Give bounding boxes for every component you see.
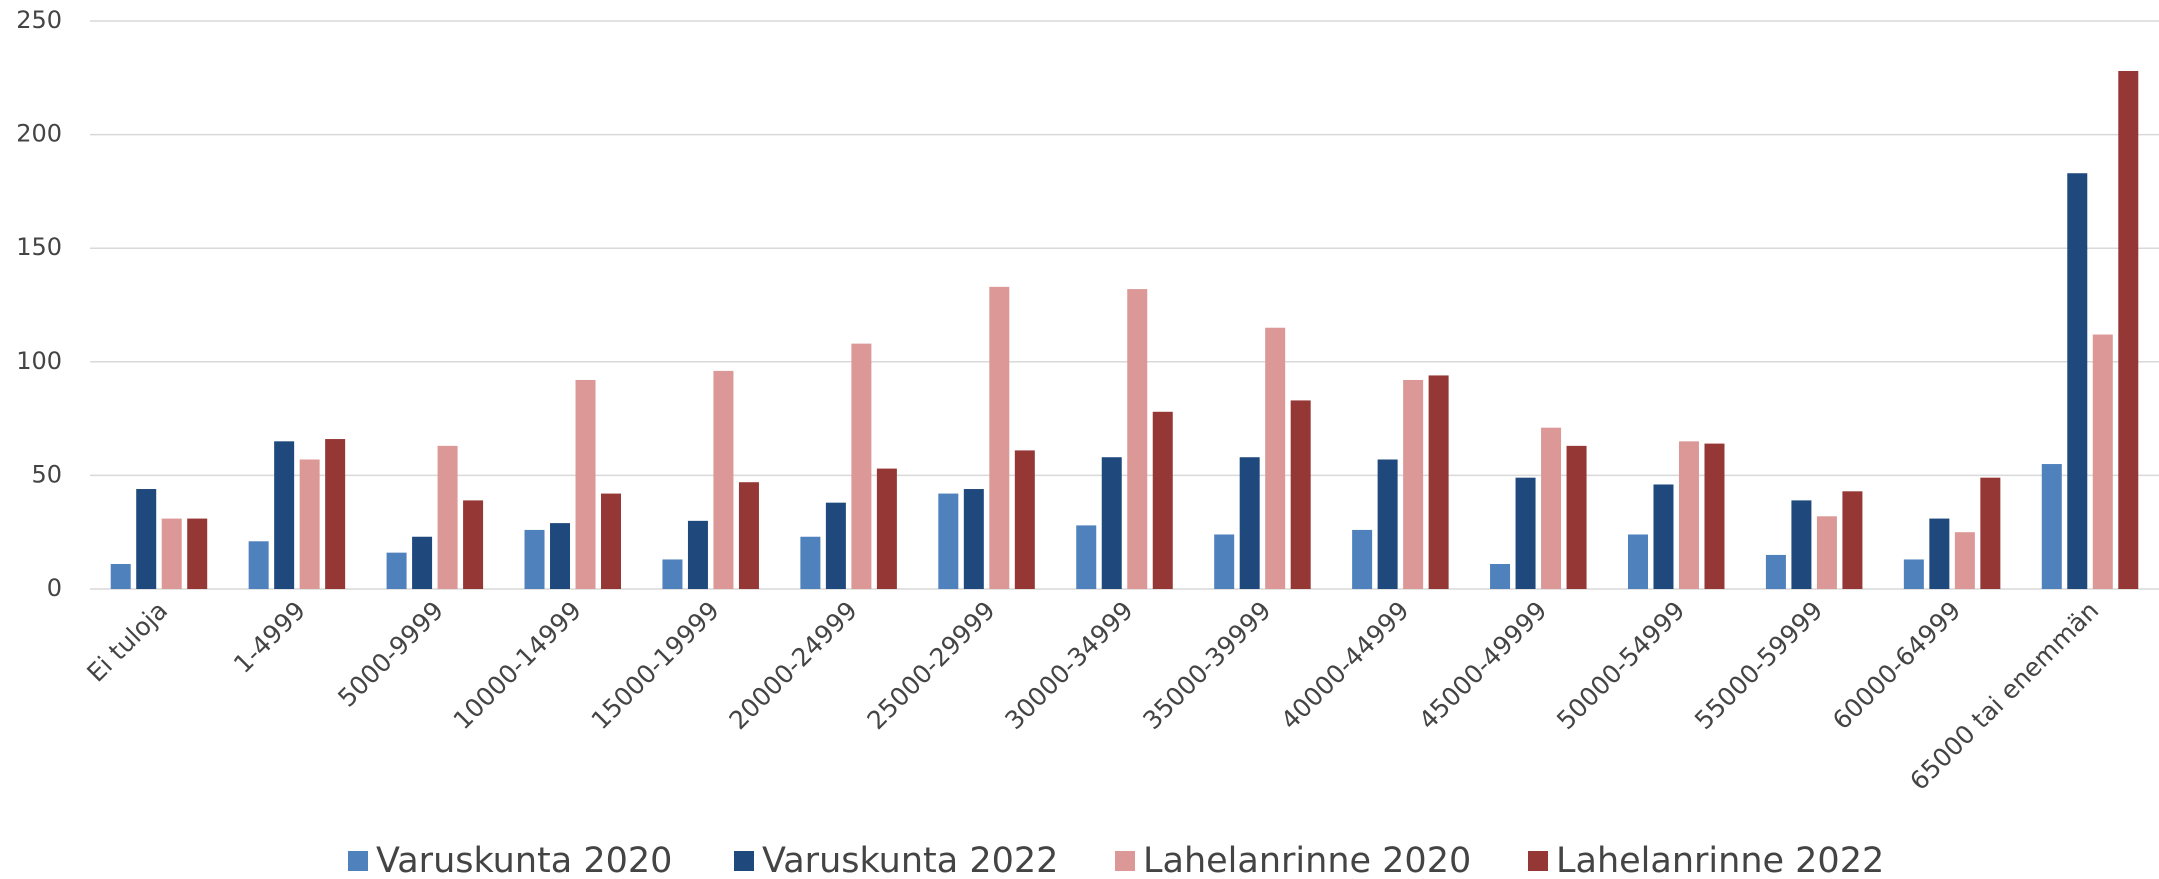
legend-label: Lahelanrinne 2020: [1143, 841, 1471, 879]
bar: [1842, 491, 1863, 589]
bar: [1101, 457, 1122, 589]
bar: [1791, 500, 1812, 589]
legend-swatch: [734, 851, 754, 871]
bar: [412, 536, 433, 589]
bar: [110, 564, 131, 589]
bar: [1980, 477, 2001, 589]
bar: [1515, 477, 1536, 589]
x-tick-label: 30000-34999: [999, 596, 1138, 735]
x-tick-label: 60000-64999: [1827, 596, 1966, 735]
bar: [601, 493, 622, 589]
bar: [1214, 534, 1235, 589]
bar: [248, 541, 269, 589]
bar: [2067, 173, 2088, 589]
x-tick-label: 1-4999: [228, 596, 311, 679]
bar: [851, 343, 872, 589]
bar: [1566, 445, 1587, 589]
bar: [876, 468, 897, 589]
x-tick-label: 20000-24999: [724, 596, 863, 735]
x-tick-label: 25000-29999: [861, 596, 1000, 735]
bar: [2118, 70, 2139, 589]
legend-swatch: [1528, 851, 1548, 871]
x-tick-label: 35000-39999: [1137, 596, 1276, 735]
x-tick-label: 15000-19999: [586, 596, 725, 735]
bar: [1929, 518, 1950, 589]
x-tick-label: 50000-54999: [1551, 596, 1690, 735]
bar: [1954, 532, 1975, 589]
bar: [187, 518, 208, 589]
y-tick-label: 200: [16, 120, 62, 148]
legend-swatch: [348, 851, 368, 871]
bar: [1239, 457, 1260, 589]
bar: [274, 441, 295, 589]
x-tick-label: 45000-49999: [1413, 596, 1552, 735]
legend-label: Varuskunta 2022: [762, 841, 1058, 879]
bar: [1290, 400, 1311, 589]
x-tick-label: 10000-14999: [448, 596, 587, 735]
bar: [1152, 411, 1173, 589]
bar: [989, 286, 1010, 589]
bar: [550, 523, 571, 589]
x-tick-label: 55000-59999: [1689, 596, 1828, 735]
bar: [1678, 441, 1699, 589]
bar: [463, 500, 484, 589]
bar: [325, 439, 346, 589]
bar: [738, 482, 759, 589]
bar: [1903, 559, 1924, 589]
bar: [800, 536, 821, 589]
bar: [1490, 564, 1511, 589]
bar: [687, 520, 708, 589]
bar: [1352, 529, 1373, 589]
bar: [575, 379, 596, 589]
bar: [1765, 554, 1786, 589]
x-tick-label: 40000-44999: [1275, 596, 1414, 735]
bar: [437, 445, 458, 589]
y-tick-label: 250: [16, 6, 62, 34]
bar: [1265, 327, 1286, 589]
bar: [1704, 443, 1725, 589]
bar: [825, 502, 846, 589]
bar: [161, 518, 182, 589]
bar: [299, 459, 320, 589]
bar: [1541, 427, 1562, 589]
bar: [2092, 334, 2113, 589]
legend-swatch: [1115, 851, 1135, 871]
bar: [524, 529, 545, 589]
y-tick-label: 100: [16, 347, 62, 375]
bar: [1377, 459, 1398, 589]
bar: [386, 552, 407, 589]
bar: [713, 370, 734, 589]
bar: [963, 489, 984, 589]
bar: [1076, 525, 1097, 589]
bar: [1653, 484, 1674, 589]
bar: [1816, 516, 1837, 589]
bar: [1014, 450, 1035, 589]
bar: [1428, 375, 1449, 589]
bar: [1127, 289, 1148, 589]
x-tick-label: 5000-9999: [332, 596, 449, 713]
legend-label: Lahelanrinne 2022: [1556, 841, 1884, 879]
y-tick-label: 150: [16, 233, 62, 261]
legend-label: Varuskunta 2020: [376, 841, 672, 879]
y-tick-label: 0: [47, 574, 62, 602]
bar: [662, 559, 683, 589]
bar: [938, 493, 959, 589]
x-tick-label: Ei tuloja: [81, 596, 173, 688]
bar: [1403, 379, 1424, 589]
bar: [136, 489, 157, 589]
bar: [1627, 534, 1648, 589]
y-tick-label: 50: [31, 460, 62, 488]
bar: [2041, 464, 2062, 589]
